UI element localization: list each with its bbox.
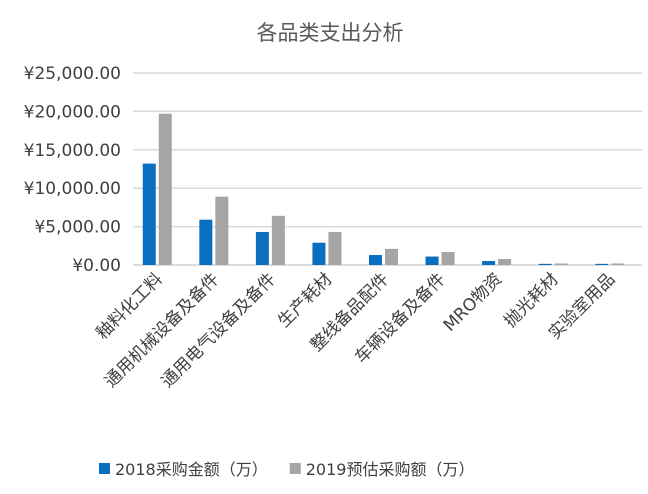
bar-2018 xyxy=(142,163,156,265)
legend-swatch xyxy=(99,463,110,474)
bar-2018 xyxy=(425,256,439,265)
bar-2019 xyxy=(498,259,512,265)
bar-2018 xyxy=(199,219,213,265)
bar-2019 xyxy=(215,196,229,265)
bar-2019 xyxy=(328,231,342,265)
y-tick-label: ¥20,000.00 xyxy=(24,102,121,122)
legend-label: 2019预估采购额（万） xyxy=(306,460,475,479)
bar-2019 xyxy=(271,215,285,265)
y-tick-label: ¥10,000.00 xyxy=(24,179,121,199)
legend-label: 2018采购金额（万） xyxy=(115,460,268,479)
legend-swatch xyxy=(289,463,301,474)
bar-2018 xyxy=(312,242,326,265)
bar-2019 xyxy=(385,248,398,265)
y-tick-label: ¥25,000.00 xyxy=(24,64,121,84)
bar-2019 xyxy=(441,251,455,265)
chart-title: 各品类支出分析 xyxy=(257,21,404,45)
bar-2018 xyxy=(595,263,609,265)
bar-2018 xyxy=(369,255,382,265)
y-tick-label: ¥0.00 xyxy=(72,256,121,276)
bar-2019 xyxy=(611,263,625,265)
bar-2018 xyxy=(482,261,496,265)
bar-2018 xyxy=(538,263,552,265)
y-tick-label: ¥5,000.00 xyxy=(34,218,121,238)
bar-2018 xyxy=(255,231,269,265)
x-tick-label: MRO物资 xyxy=(440,269,506,335)
bar-2019 xyxy=(158,113,172,265)
y-tick-label: ¥15,000.00 xyxy=(24,141,121,161)
bar-2019 xyxy=(554,263,568,265)
